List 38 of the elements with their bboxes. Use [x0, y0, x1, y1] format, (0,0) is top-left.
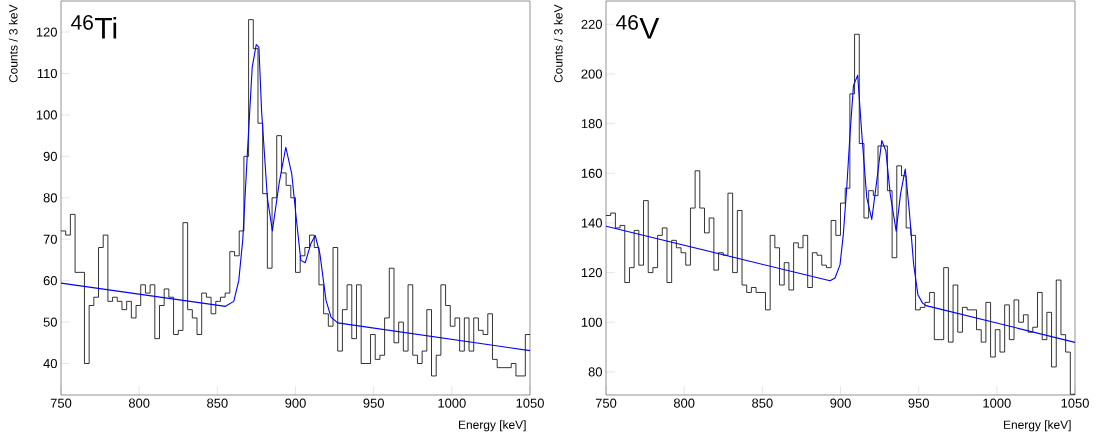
x-tick-label: 850 — [752, 398, 773, 408]
x-tick-label: 950 — [363, 398, 384, 408]
x-tick-label: 750 — [595, 398, 617, 408]
y-tick-label: 140 — [581, 218, 602, 228]
y-tick-label: 40 — [43, 358, 57, 369]
y-tick-label: 50 — [43, 317, 57, 327]
y-axis-title: Counts / 3 keV — [8, 4, 18, 83]
y-tick-label: 80 — [43, 193, 57, 203]
x-tick-label: 850 — [207, 398, 228, 408]
x-tick-label: 750 — [50, 398, 72, 408]
y-tick-label: 200 — [581, 69, 602, 79]
x-tick-label: 1050 — [516, 398, 544, 408]
x-tick-label: 1050 — [1061, 398, 1089, 408]
y-tick-label: 160 — [581, 168, 602, 178]
y-axis-title: Counts / 3 keV — [553, 4, 563, 83]
x-tick-label: 1000 — [438, 398, 466, 408]
y-tick-label: 90 — [43, 151, 57, 161]
y-tick-label: 180 — [581, 119, 602, 129]
x-axis-title: Energy [keV] — [459, 420, 526, 432]
x-axis-title: Energy [keV] — [1004, 420, 1071, 432]
y-tick-label: 60 — [43, 276, 57, 286]
x-tick-label: 800 — [128, 398, 150, 408]
y-tick-label: 220 — [581, 19, 602, 29]
y-tick-label: 80 — [588, 367, 602, 377]
y-tick-label: 120 — [36, 27, 57, 37]
y-tick-label: 100 — [581, 317, 602, 327]
chart-title: $^{46}$Ti — [71, 14, 117, 39]
line-series — [606, 74, 1076, 343]
x-tick-label: 900 — [285, 398, 306, 408]
y-tick-label: 100 — [36, 110, 57, 120]
x-tick-label: 800 — [673, 398, 695, 408]
y-tick-label: 120 — [581, 268, 602, 278]
x-tick-label: 1000 — [983, 398, 1011, 408]
x-tick-label: 900 — [830, 398, 851, 408]
y-tick-label: 70 — [43, 234, 57, 244]
x-tick-label: 950 — [908, 398, 929, 408]
chart-title: $^{46}$V — [616, 14, 660, 39]
y-tick-label: 110 — [37, 68, 57, 79]
